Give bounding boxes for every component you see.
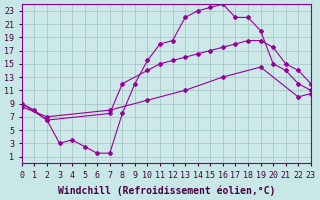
X-axis label: Windchill (Refroidissement éolien,°C): Windchill (Refroidissement éolien,°C) xyxy=(58,185,275,196)
